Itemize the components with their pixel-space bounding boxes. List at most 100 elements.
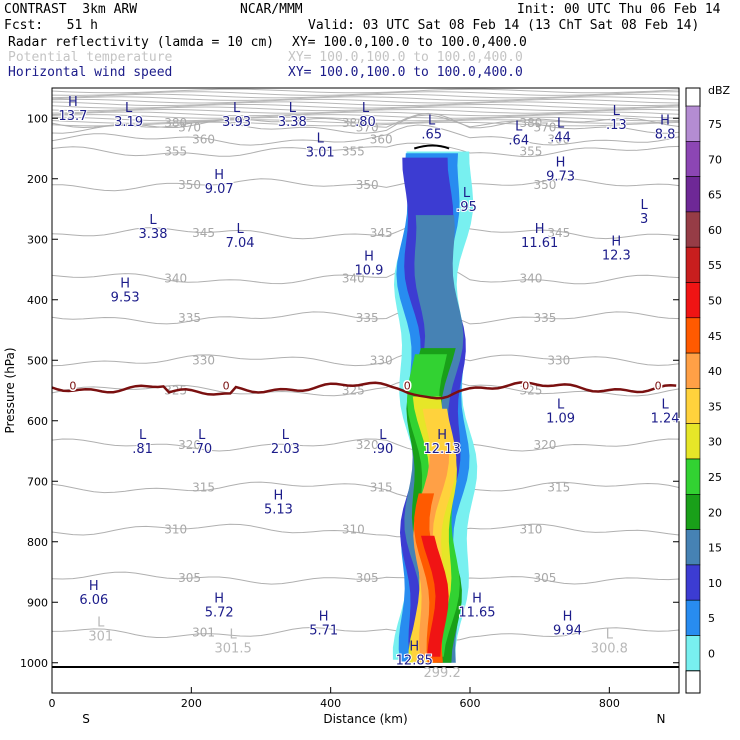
wind-marker-value: .13 (606, 118, 627, 133)
wind-marker-value: .80 (355, 115, 376, 130)
zero-line-label: 0 (404, 379, 411, 392)
theta-label: 360 (370, 132, 393, 146)
plot-frame (51, 87, 680, 694)
wind-marker-value: 9.07 (205, 182, 234, 197)
wind-marker-kind: H (563, 609, 573, 624)
colorbar-level: 35 (708, 400, 722, 413)
wind-marker-kind: H (68, 95, 78, 110)
colorbar-unit: dBZ (708, 84, 731, 97)
colorbar-swatch (685, 282, 701, 319)
wind-marker-value: 8.8 (655, 127, 676, 142)
x-axis-label: Distance (km) (323, 712, 407, 726)
south-label: S (82, 712, 90, 726)
theta-contour-315 (51, 481, 680, 499)
y-tick-label: 800 (27, 536, 48, 549)
zero-line-label: 0 (223, 379, 230, 392)
colorbar-level: 70 (708, 153, 722, 166)
colorbar-level: 30 (708, 436, 722, 449)
x-tick-label: 200 (181, 697, 202, 710)
wind-marker-kind: H (611, 234, 621, 249)
wind-marker-kind: L (557, 116, 565, 131)
theta-label: 345 (370, 226, 393, 240)
wind-marker-kind: L (125, 101, 133, 116)
wind-marker-kind: L (428, 113, 436, 128)
colorbar-swatch (685, 141, 701, 177)
theta-label: 335 (533, 311, 556, 325)
wind-marker-value: 1.09 (546, 412, 575, 427)
theta-contour-360 (51, 124, 680, 146)
model-title: CONTRAST 3km ARW (4, 2, 138, 17)
colorbar-level: 15 (708, 542, 722, 555)
colorbar-swatch (685, 388, 701, 424)
colorbar-swatch (685, 246, 701, 283)
field-3-name: Horizontal wind speed (8, 65, 173, 80)
wind-marker-kind: L (613, 104, 621, 119)
theta-extremum-kind: L (97, 615, 105, 630)
wind-marker-kind: L (557, 398, 565, 413)
colorbar-level: 55 (708, 259, 722, 272)
wind-marker-value: 1.24 (651, 412, 680, 427)
theta-band-line (51, 101, 680, 106)
x-tick-label: 600 (460, 697, 481, 710)
wind-marker-kind: L (379, 428, 387, 443)
theta-band-line (51, 114, 680, 119)
colorbar-level: 45 (708, 330, 722, 343)
field-1-xy: XY= 100.0,100.0 to 100.0,400.0 (292, 35, 527, 50)
north-label: N (657, 712, 666, 726)
y-tick-label: 200 (27, 173, 48, 186)
wind-marker-value: 12.3 (602, 248, 631, 263)
wind-marker-kind: L (289, 101, 297, 116)
org-label: NCAR/MMM (240, 2, 303, 17)
theta-band-line (51, 108, 680, 114)
wind-marker-kind: H (89, 579, 99, 594)
theta-label: 370 (178, 120, 201, 134)
wind-marker-kind: H (437, 428, 447, 443)
colorbar-level: 25 (708, 471, 722, 484)
colorbar-swatch (685, 352, 701, 389)
theta-contour-320 (51, 438, 680, 453)
theta-label: 355 (520, 145, 543, 159)
field-2-name: Potential temperature (8, 50, 173, 65)
wind-marker-kind: L (236, 222, 244, 237)
theta-band-line (51, 106, 680, 112)
zero-line (51, 381, 677, 400)
wind-marker-kind: H (660, 113, 670, 128)
wind-marker-kind: L (198, 428, 206, 443)
theta-label: 360 (192, 132, 215, 146)
colorbar-swatch (685, 176, 701, 213)
wind-marker-value: .65 (421, 127, 442, 142)
wind-marker-kind: L (233, 101, 241, 116)
theta-label: 335 (178, 311, 201, 325)
wind-marker-value: 6.06 (79, 593, 108, 608)
theta-band-line (51, 103, 680, 109)
wind-marker-kind: H (409, 640, 419, 655)
y-tick-label: 300 (27, 233, 48, 246)
theta-contour-340 (51, 261, 680, 285)
x-tick-label: 400 (320, 697, 341, 710)
wind-marker-value: 5.72 (205, 605, 234, 620)
wind-marker-kind: H (214, 591, 224, 606)
theta-contour-355 (51, 142, 680, 158)
theta-label: 335 (356, 311, 379, 325)
colorbar-level: 0 (708, 648, 715, 661)
wind-marker-kind: L (282, 428, 290, 443)
theta-extremum-kind: L (606, 628, 614, 643)
theta-contour-335 (51, 306, 680, 325)
colorbar-level: 75 (708, 118, 722, 131)
theta-contour-310 (51, 523, 680, 538)
theta-label: 340 (520, 272, 543, 286)
wind-marker-value: 9.73 (546, 170, 575, 185)
colorbar-level: 65 (708, 189, 722, 202)
theta-contour-330 (51, 351, 680, 367)
y-tick-label: 700 (27, 475, 48, 488)
theta-label: 301 (192, 626, 215, 640)
wind-marker-kind: H (556, 156, 566, 171)
wind-marker-value: 12.85 (396, 654, 433, 669)
x-tick-label: 0 (49, 697, 56, 710)
theta-extremum-value: 301 (88, 629, 113, 644)
theta-contour-380 (51, 112, 680, 129)
wind-marker-value: .95 (456, 200, 477, 215)
wind-marker-kind: L (139, 428, 147, 443)
colorbar-swatch (685, 599, 701, 636)
wind-marker-kind: H (472, 591, 482, 606)
